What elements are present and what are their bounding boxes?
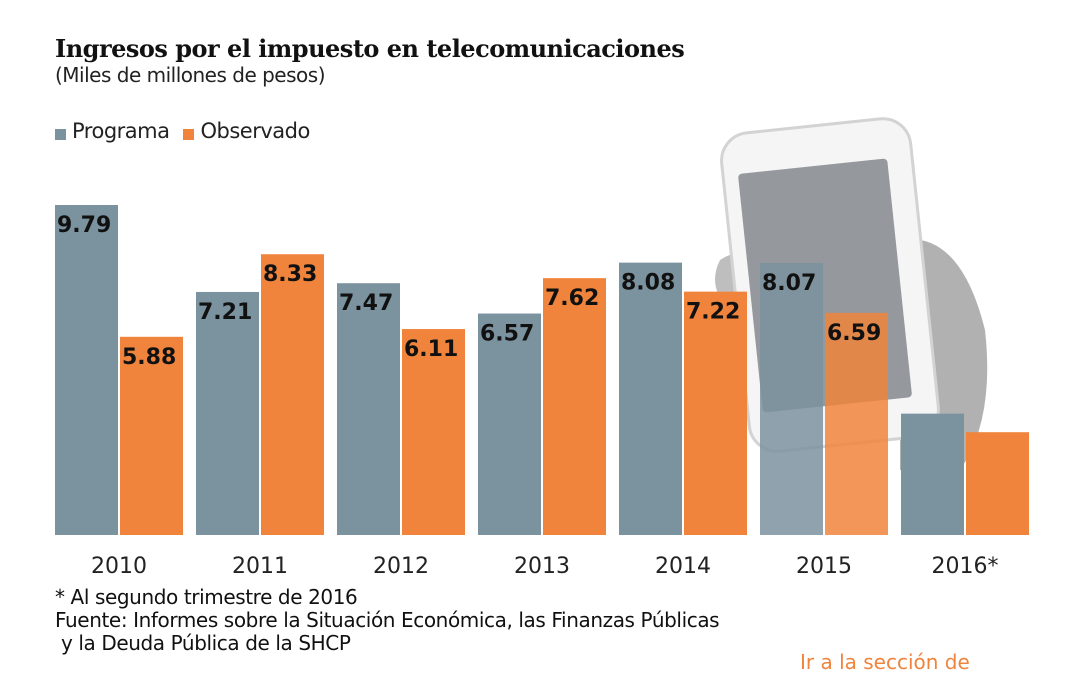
legend-label-observado: Observado <box>200 119 310 143</box>
bar-observado-2010 <box>120 336 183 535</box>
x-tick-label: 2013 <box>514 554 570 579</box>
legend: Programa Observado <box>55 119 310 143</box>
bar-programa-2011 <box>196 291 259 535</box>
bar-observado-2014 <box>684 291 747 535</box>
x-tick-label: 2015 <box>796 554 852 579</box>
data-label: 9.79 <box>57 213 111 238</box>
bar-observado-2015 <box>825 312 888 535</box>
bar-programa-2012 <box>337 283 400 535</box>
bar-programa-2010 <box>55 205 118 535</box>
bar-programa-2014 <box>619 262 682 535</box>
bar-programa-2016* <box>901 413 964 535</box>
data-label: 7.21 <box>198 300 252 325</box>
bar-programa-2013 <box>478 313 541 535</box>
data-label: 7.22 <box>686 300 740 325</box>
data-label: 8.07 <box>762 271 816 296</box>
footnote: * Al segundo trimestre de 2016 <box>55 585 358 609</box>
data-label: 6.59 <box>827 321 881 346</box>
bar-observado-2011 <box>261 254 324 535</box>
data-label: 8.33 <box>263 262 317 287</box>
source-line-2: y la Deuda Pública de la SHCP <box>55 631 351 655</box>
data-label: 7.62 <box>545 286 599 311</box>
bar-programa-2015 <box>760 262 823 535</box>
x-tick-label: 2010 <box>91 554 147 579</box>
legend-swatch-observado <box>183 128 195 140</box>
bar-observado-2016* <box>966 432 1029 535</box>
data-label: 8.08 <box>621 271 675 296</box>
chart-title: Ingresos por el impuesto en telecomunica… <box>55 34 685 63</box>
x-tick-label: 2016* <box>932 554 999 579</box>
data-label: 5.88 <box>122 345 176 370</box>
chart-subtitle: (Miles de millones de pesos) <box>55 63 326 87</box>
bar-observado-2012 <box>402 329 465 535</box>
data-label: 7.47 <box>339 291 393 316</box>
data-label: 6.57 <box>480 322 534 347</box>
bar-observado-2013 <box>543 278 606 535</box>
data-label: 6.11 <box>404 337 458 362</box>
legend-swatch-programa <box>55 128 66 140</box>
x-tick-label: 2011 <box>232 554 288 579</box>
source-line-1: Fuente: Informes sobre la Situación Econ… <box>55 608 720 632</box>
legend-label-programa: Programa <box>72 119 170 143</box>
x-tick-label: 2012 <box>373 554 429 579</box>
chart-notes: * Al segundo trimestre de 2016 Fuente: I… <box>55 585 720 655</box>
x-tick-label: 2014 <box>655 554 711 579</box>
section-link[interactable]: Ir a la sección de <box>800 650 970 674</box>
